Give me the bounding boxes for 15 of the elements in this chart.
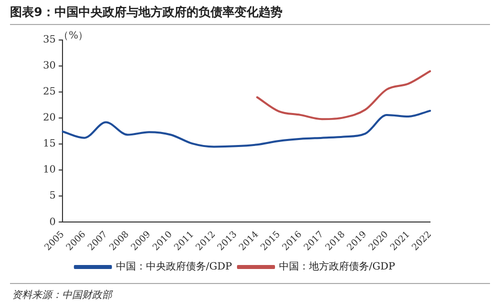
y-tick-label: 5 xyxy=(49,190,56,202)
y-tick-label: 35 xyxy=(42,34,56,46)
y-axis-title: （%） xyxy=(58,30,88,42)
line-series xyxy=(256,70,431,120)
y-tick-label: 30 xyxy=(42,60,56,72)
line-series xyxy=(62,110,431,148)
y-tick-label: 25 xyxy=(42,86,56,98)
y-tick-label: 15 xyxy=(42,138,56,150)
y-tick-label: 0 xyxy=(49,216,56,228)
text: 资料来源：中国财政部 xyxy=(12,288,112,302)
y-tick-label: 20 xyxy=(42,112,56,124)
y-tick-label: 10 xyxy=(42,164,56,176)
chart-title: 图表9：中国中央政府与地方政府的负债率变化趋势 xyxy=(10,4,282,21)
legend-label: 中国：中央政府债务/GDP xyxy=(116,260,232,273)
legend-label: 中国：地方政府债务/GDP xyxy=(279,260,396,273)
